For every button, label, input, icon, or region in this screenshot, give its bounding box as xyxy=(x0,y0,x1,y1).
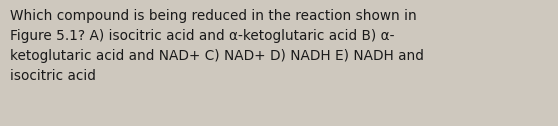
Text: Which compound is being reduced in the reaction shown in
Figure 5.1? A) isocitri: Which compound is being reduced in the r… xyxy=(10,9,424,83)
